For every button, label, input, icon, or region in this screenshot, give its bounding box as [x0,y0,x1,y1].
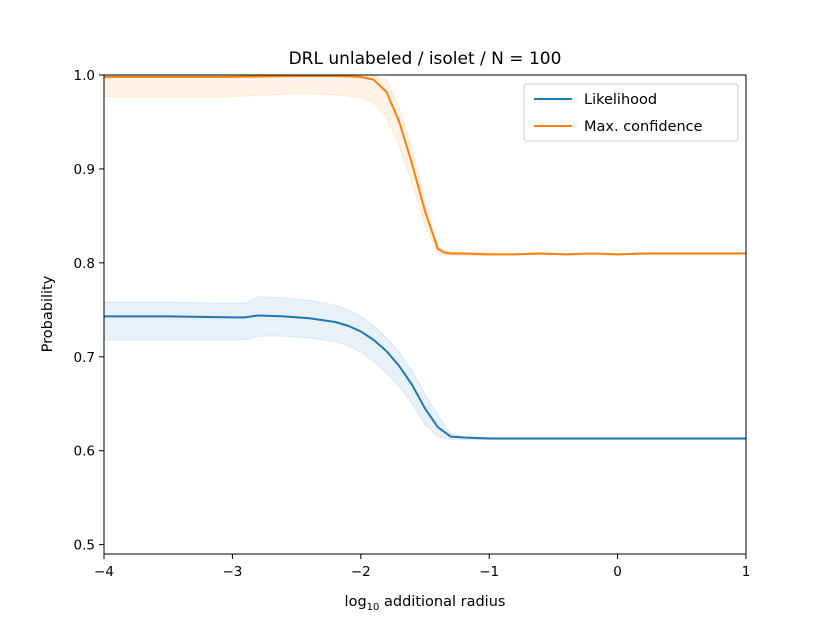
y-axis-ticks: 0.5 0.6 0.7 0.8 0.9 1.0 [74,68,104,554]
x-axis-label-subscript: 10 [367,602,380,613]
line-max-confidence [104,75,746,256]
band-likelihood [104,296,746,440]
x-tick-label: 0 [613,564,622,580]
band-max-confidence [104,75,746,256]
y-tick-label: 0.5 [74,538,95,554]
legend-label-max-confidence: Max. confidence [584,119,703,135]
x-tick-label: 1 [742,564,751,580]
x-tick-label: −3 [222,564,242,580]
x-axis-label-suffix: additional radius [379,594,505,610]
line-likelihood [104,314,746,440]
y-tick-label: 0.8 [74,256,95,272]
legend-box [523,83,739,142]
series-lines [104,75,746,440]
x-tick-label: −4 [94,564,114,580]
x-axis-ticks: −4 −3 −2 −1 0 1 [94,554,750,580]
y-axis-label: Probability [40,275,56,352]
x-tick-label: −1 [479,564,499,580]
y-tick-label: 1.0 [74,68,95,84]
y-tick-label: 0.7 [74,350,95,366]
x-axis-label: log10 additional radius [345,594,506,613]
plot-frame [103,74,747,555]
x-tick-label: −2 [351,564,371,580]
confidence-bands [104,75,746,440]
y-tick-label: 0.6 [74,444,95,460]
legend: Likelihood Max. confidence [523,83,739,142]
x-axis-label-prefix: log [345,594,367,610]
y-tick-label: 0.9 [74,162,95,178]
chart-title: DRL unlabeled / isolet / N = 100 [289,49,562,69]
legend-label-likelihood: Likelihood [584,92,657,108]
